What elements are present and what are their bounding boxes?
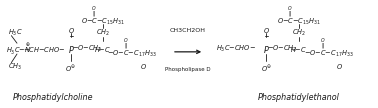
Text: $O$: $O$ (336, 62, 343, 71)
Text: $O^{\ominus}$: $O^{\ominus}$ (261, 64, 272, 74)
Text: $CH_2$: $CH_2$ (96, 27, 110, 37)
Text: Phosphatidylcholine: Phosphatidylcholine (13, 93, 93, 102)
Text: $O$: $O$ (68, 26, 74, 35)
Text: $CH_3$: $CH_3$ (8, 62, 22, 72)
Text: $O{-}\overset{O}{\overset{\|}{C}}{-}C_{15}H_{31}$: $O{-}\overset{O}{\overset{\|}{C}}{-}C_{1… (81, 6, 125, 28)
Text: $O$: $O$ (140, 62, 147, 71)
Text: $P$: $P$ (263, 44, 270, 55)
Text: Phospholipase D: Phospholipase D (165, 67, 211, 72)
Text: $-O{-}CH_2$: $-O{-}CH_2$ (72, 44, 102, 54)
Text: $H_3C{-}\overset{\oplus}{N}$: $H_3C{-}\overset{\oplus}{N}$ (6, 42, 31, 57)
Text: $-O{-}\overset{O}{\overset{\|}{C}}{-}C_{17}H_{33}$: $-O{-}\overset{O}{\overset{\|}{C}}{-}C_{… (107, 38, 157, 60)
Text: $H{-}C$: $H{-}C$ (94, 45, 112, 54)
Text: Phosphatidylethanol: Phosphatidylethanol (258, 93, 339, 102)
Text: $H{-}C$: $H{-}C$ (290, 45, 307, 54)
Text: $O^{\ominus}$: $O^{\ominus}$ (65, 64, 77, 74)
Text: $H_3C{-}CHO{-}$: $H_3C{-}CHO{-}$ (216, 44, 256, 54)
Text: CH3CH2OH: CH3CH2OH (170, 28, 206, 33)
Text: $O$: $O$ (263, 26, 270, 35)
Text: $CH_2$: $CH_2$ (291, 27, 306, 37)
Text: $-O{-}\overset{O}{\overset{\|}{C}}{-}C_{17}H_{33}$: $-O{-}\overset{O}{\overset{\|}{C}}{-}C_{… (304, 38, 354, 60)
Text: $H_3C$: $H_3C$ (8, 27, 23, 37)
Text: $O{-}\overset{O}{\overset{\|}{C}}{-}C_{15}H_{31}$: $O{-}\overset{O}{\overset{\|}{C}}{-}C_{1… (277, 6, 321, 28)
Text: $-O{-}CH_2$: $-O{-}CH_2$ (267, 44, 297, 54)
Text: $P$: $P$ (68, 44, 74, 55)
Text: $-CH{-}CHO{-}$: $-CH{-}CHO{-}$ (23, 45, 66, 54)
